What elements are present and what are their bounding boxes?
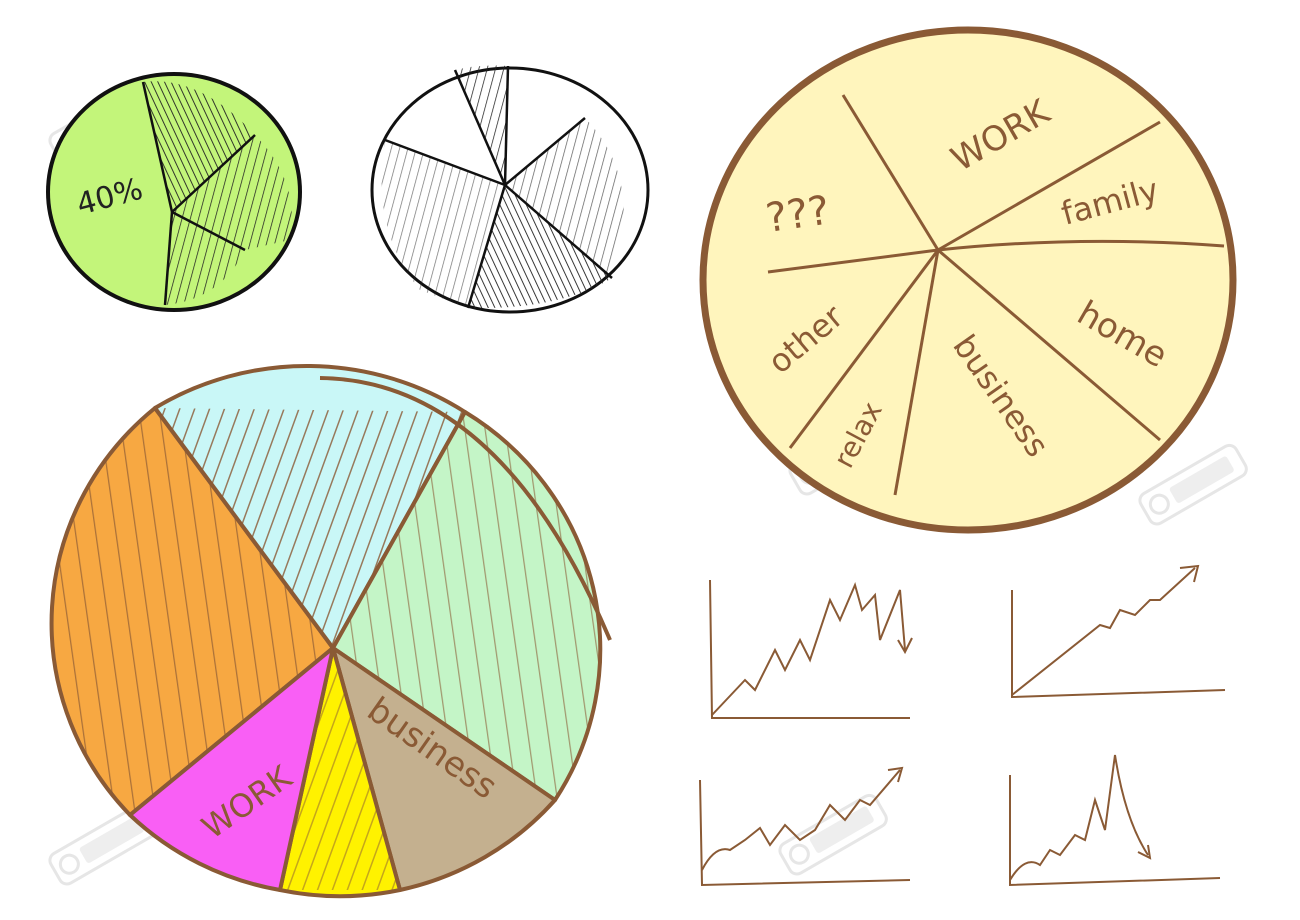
hatched-slice [468,185,612,309]
hatched-slice [455,65,508,185]
outline-pie-chart [370,65,650,314]
line-chart-sketches [699,564,1226,887]
hatched-slice [505,118,624,278]
line-chart-3 [699,766,911,887]
hatched-slice [172,135,292,250]
line-chart-2 [1011,564,1226,699]
line-chart-1 [709,579,913,719]
green-pie-chart: 40% [46,72,302,312]
slice-tan [331,646,557,892]
hatched-slice [165,212,245,305]
colored-pie-chart [49,363,612,899]
hatched-slice [381,140,505,308]
slice-magenta [128,646,335,892]
line-chart-4 [1009,754,1221,887]
yellow-pie-chart: WORK family ??? other home business rela… [699,26,1237,534]
label-unknown: ??? [763,187,832,241]
hatched-slice [143,81,255,213]
